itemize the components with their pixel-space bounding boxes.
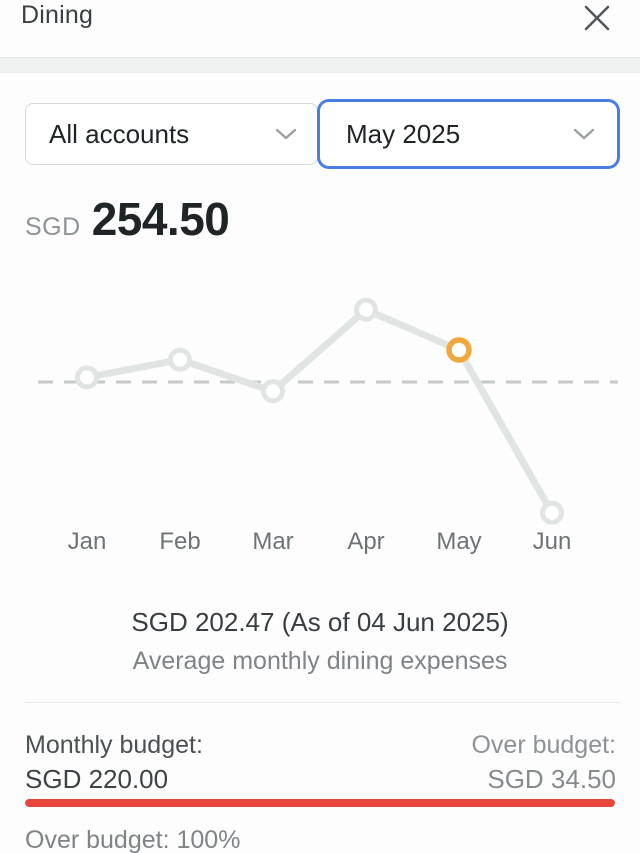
budget-progress-bar	[25, 799, 615, 807]
monthly-budget-value: SGD 220.00	[25, 764, 169, 794]
page-title: Dining	[21, 1, 94, 29]
x-axis-label: Feb	[159, 528, 200, 555]
over-budget-label: Over budget:	[471, 731, 616, 759]
chart-marker-may[interactable]	[446, 337, 472, 363]
x-axis-label: Jan	[68, 528, 107, 555]
x-axis-label: May	[436, 528, 481, 555]
monthly-budget-label: Monthly budget:	[25, 731, 203, 759]
month-dropdown-value: May 2025	[346, 118, 461, 149]
monthly-budget-block: Monthly budget: SGD 220.00	[25, 728, 203, 796]
over-budget-block: Over budget: SGD 34.50	[471, 728, 616, 796]
budget-progress-fill	[25, 799, 615, 807]
section-divider	[25, 702, 620, 703]
x-axis-label: Mar	[252, 528, 293, 555]
chevron-down-icon	[275, 128, 297, 140]
close-icon	[584, 5, 610, 31]
accounts-dropdown[interactable]: All accounts	[25, 103, 318, 165]
average-amount-text: SGD 202.47 (As of 04 Jun 2025)	[131, 607, 509, 637]
header-divider	[0, 57, 640, 73]
close-button[interactable]	[578, 0, 616, 36]
currency-code: SGD	[25, 213, 81, 241]
total-spend-value: 254.50	[91, 193, 230, 245]
chart-marker-mar[interactable]	[261, 379, 285, 404]
total-spend: SGD 254.50	[25, 192, 230, 246]
spending-line	[83, 306, 556, 517]
chart-marker-jan[interactable]	[75, 365, 99, 390]
chart-marker-jun[interactable]	[540, 500, 564, 525]
average-caption: Average monthly dining expenses	[132, 647, 508, 675]
x-axis-label: Apr	[347, 528, 384, 555]
over-budget-value: SGD 34.50	[487, 764, 616, 794]
month-dropdown[interactable]: May 2025	[317, 99, 620, 169]
chart-marker-apr[interactable]	[354, 297, 378, 322]
accounts-dropdown-value: All accounts	[49, 118, 190, 149]
chart-marker-feb[interactable]	[168, 347, 192, 372]
over-budget-status: Over budget: 100%	[25, 826, 241, 853]
spending-chart: Jan Feb Mar Apr May Jun	[38, 297, 618, 555]
x-axis-label: Jun	[533, 528, 572, 555]
chevron-down-icon	[573, 128, 595, 140]
